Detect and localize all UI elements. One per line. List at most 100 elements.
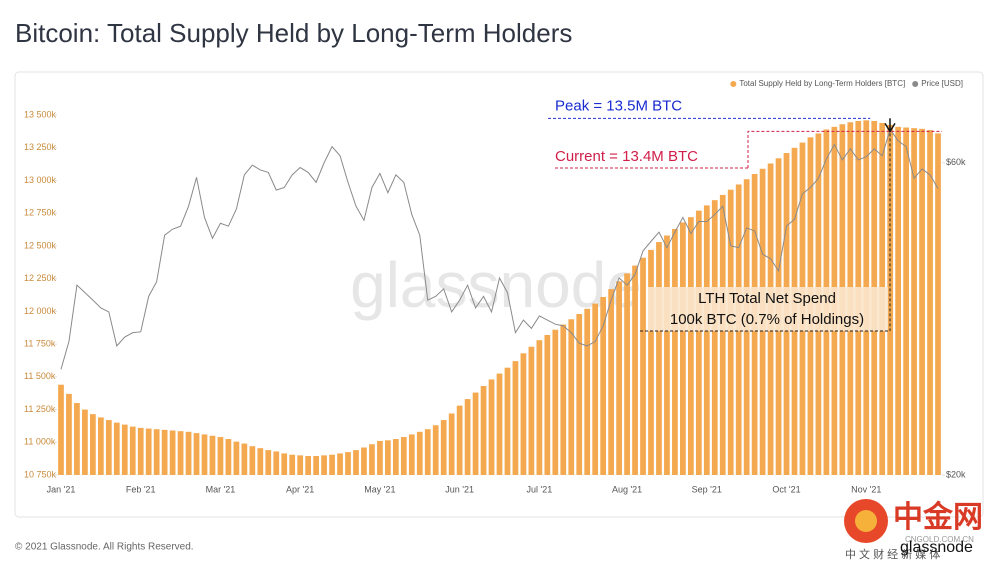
bar (664, 235, 670, 475)
price-line (60, 128, 939, 370)
bar (201, 434, 208, 475)
x-tick-label: Oct '21 (772, 484, 800, 494)
current-box (747, 130, 942, 168)
bar (193, 433, 200, 475)
bar (648, 249, 654, 475)
legend-swatch (912, 81, 919, 87)
peak-label: Peak = 13.5M BTC (555, 97, 682, 114)
y-tick-label: 12 000k (24, 306, 57, 316)
bar (560, 324, 567, 475)
bar (225, 439, 232, 475)
bar (536, 340, 543, 475)
logo-icon-inner (855, 510, 877, 532)
bar (289, 454, 296, 475)
bar (161, 429, 168, 475)
bar (480, 386, 487, 475)
bar (472, 392, 479, 475)
bar (687, 217, 694, 475)
y-tick-label: 13 000k (24, 175, 57, 185)
bar (233, 441, 240, 475)
bar (185, 431, 192, 475)
bar (464, 399, 471, 475)
y-tick-label: 12 250k (24, 273, 57, 283)
bar (297, 455, 304, 475)
bar (385, 440, 391, 475)
bar (369, 444, 375, 475)
bar (424, 429, 431, 475)
bar (496, 373, 503, 475)
bar (281, 453, 288, 475)
bar (903, 127, 909, 475)
bar (504, 367, 511, 475)
y-tick-label: 10 750k (24, 469, 57, 479)
bar (408, 434, 415, 475)
bar (432, 425, 439, 475)
x-tick-label: May '21 (364, 484, 395, 494)
bar (113, 422, 120, 475)
bar (727, 189, 734, 475)
bar (440, 420, 447, 475)
bar (416, 431, 423, 475)
bar (377, 440, 383, 475)
x-tick-label: Jul '21 (526, 484, 552, 494)
bar (257, 448, 264, 475)
bar (608, 289, 614, 475)
logo-tagline: 中 文 财 经 新 媒 体 (845, 547, 940, 561)
bar (616, 281, 622, 475)
bar (66, 393, 72, 475)
x-tick-label: Jun '21 (445, 484, 474, 494)
bar (695, 210, 702, 476)
x-tick-label: Sep '21 (692, 484, 722, 494)
bar (249, 446, 256, 475)
bar (656, 242, 662, 475)
y-tick-label: 11 500k (24, 371, 56, 381)
bar (927, 130, 933, 475)
chart-title: Bitcoin: Total Supply Held by Long-Term … (15, 18, 572, 48)
legend-swatch (730, 81, 737, 87)
x-tick-label: Feb '21 (126, 484, 156, 494)
bar (241, 443, 248, 475)
y-tick-label: 13 500k (24, 109, 57, 119)
bar (265, 450, 272, 475)
bar (97, 417, 104, 475)
logo-site: CNGOLD.COM.CN (905, 535, 974, 544)
bar (177, 431, 184, 475)
bar (305, 456, 312, 475)
bar (935, 133, 941, 475)
bar (209, 435, 216, 475)
bar (105, 420, 112, 475)
bar (488, 379, 495, 475)
footer: © 2021 Glassnode. All Rights Reserved. (15, 542, 194, 553)
bar (592, 303, 599, 475)
bar (273, 451, 280, 475)
bar (392, 439, 399, 475)
y-tick-label: 12 750k (24, 208, 57, 218)
bar (895, 126, 902, 475)
y-tick-label: 13 250k (24, 142, 57, 152)
bar (353, 450, 359, 475)
x-tick-label: Mar '21 (206, 484, 236, 494)
spend-value: 100k BTC (0.7% of Holdings) (670, 311, 864, 328)
logo-name: 中金网 (893, 500, 983, 534)
x-tick-label: Apr '21 (286, 484, 314, 494)
bar (337, 453, 343, 475)
y-tick-label: 11 250k (24, 404, 56, 414)
bar (121, 424, 128, 475)
bar (456, 405, 463, 475)
bar (703, 205, 710, 475)
y-tick-label: 11 000k (24, 437, 56, 447)
bar (624, 273, 630, 475)
x-tick-label: Aug '21 (612, 484, 642, 494)
bar (544, 334, 551, 475)
legend-label: Total Supply Held by Long-Term Holders [… (739, 79, 905, 88)
bar (74, 403, 80, 475)
bar (58, 384, 64, 475)
y-tick-label: 11 750k (24, 338, 56, 348)
bar (217, 437, 224, 475)
x-tick-label: Nov '21 (851, 484, 881, 494)
spend-title: LTH Total Net Spend (698, 290, 836, 307)
bar (576, 314, 583, 475)
spend-arrow (884, 123, 896, 133)
bar (680, 222, 686, 475)
